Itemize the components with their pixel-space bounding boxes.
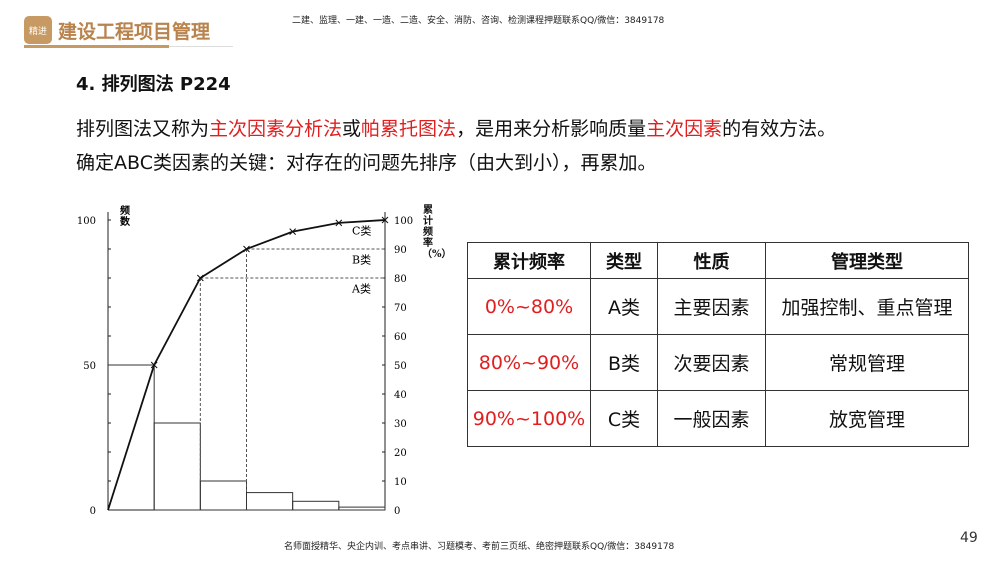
left-axis-label: 频 <box>120 204 130 217</box>
cell: 常规管理 <box>765 334 969 391</box>
bar <box>246 492 294 511</box>
left-axis-label: 数 <box>120 215 131 228</box>
cell: 放宽管理 <box>765 390 969 447</box>
right-tick-label: 30 <box>394 419 407 430</box>
table-row: 90%~100% C类 一般因素 放宽管理 <box>467 390 969 447</box>
logo: 精进 <box>24 16 52 44</box>
footer-note: 名师面授精华、央企内训、考点串讲、习题模考、考前三页纸、绝密押题联系QQ/微信：… <box>284 542 675 552</box>
right-tick-label: 100 <box>394 216 413 227</box>
zone-label: A类 <box>351 282 371 296</box>
cumulative-point <box>196 274 204 282</box>
right-tick-label: 10 <box>394 477 407 488</box>
brand-title: 建设工程项目管理 <box>58 21 211 43</box>
right-tick-label: 90 <box>394 245 407 256</box>
cell: 主要因素 <box>657 278 766 335</box>
table-row: 80%~90% B类 次要因素 常规管理 <box>467 334 969 391</box>
paragraph-1: 排列图法又称为主次因素分析法或帕累托图法，是用来分析影响质量主次因素的有效方法。 <box>76 114 836 141</box>
right-tick-label: 50 <box>394 361 407 372</box>
right-tick-label: 0 <box>394 506 400 517</box>
section-title: 4. 排列图法 P224 <box>76 74 231 95</box>
cumulative-point <box>289 228 297 235</box>
cell: A类 <box>590 278 658 335</box>
bar <box>199 480 247 511</box>
right-tick-label: 70 <box>394 303 407 314</box>
right-tick-label: 60 <box>394 332 407 343</box>
cell: 次要因素 <box>657 334 766 391</box>
header-cell: 累计频率 <box>467 242 591 279</box>
cumulative-point <box>381 216 389 224</box>
header-note: 二建、监理、一建、一造、二造、安全、消防、咨询、检测课程押题联系QQ/微信：38… <box>292 16 665 26</box>
bar <box>153 422 201 511</box>
header-cell: 性质 <box>657 242 766 279</box>
cumulative-point <box>243 245 250 253</box>
right-tick-label: 20 <box>394 448 407 459</box>
cell: B类 <box>590 334 658 391</box>
cell: 一般因素 <box>657 390 766 447</box>
highlight: 帕累托图法 <box>361 118 457 140</box>
bar <box>292 500 340 511</box>
cumulative-point <box>150 361 158 369</box>
cell: C类 <box>590 390 658 447</box>
header-cell: 管理类型 <box>765 242 969 279</box>
left-tick-label: 100 <box>77 216 96 227</box>
zone-label: C类 <box>352 224 371 238</box>
brand-underline <box>24 45 169 48</box>
bar <box>338 506 386 511</box>
table-header-row: 累计频率 类型 性质 管理类型 <box>467 242 969 279</box>
right-axis-label: 累计频率（%） <box>422 205 452 260</box>
text: ，是用来分析影响质量 <box>456 118 647 140</box>
text: 排列图法又称为 <box>76 118 210 140</box>
zone-label: B类 <box>352 253 371 267</box>
cumulative-point <box>335 219 343 227</box>
right-tick-label: 80 <box>394 274 407 285</box>
highlight: 主次因素 <box>646 118 723 140</box>
left-tick-label: 50 <box>83 361 96 372</box>
cell: 90%~100% <box>467 390 591 447</box>
brand-underline-thin <box>169 46 233 47</box>
abc-table: 累计频率 类型 性质 管理类型 0%~80% A类 主要因素 加强控制、重点管理… <box>467 242 969 447</box>
left-tick-label: 0 <box>90 506 96 517</box>
page-number: 49 <box>960 530 978 546</box>
table-row: 0%~80% A类 主要因素 加强控制、重点管理 <box>467 278 969 335</box>
header-cell: 类型 <box>590 242 658 279</box>
paragraph-2: 确定ABC类因素的关键：对存在的问题先排序（由大到小），再累加。 <box>76 152 657 174</box>
cell: 0%~80% <box>467 278 591 335</box>
text: 或 <box>342 118 362 140</box>
right-tick-label: 40 <box>394 390 407 401</box>
highlight: 主次因素分析法 <box>209 118 343 140</box>
pareto-chart: 0 50 100 0 10 20 30 40 50 60 70 80 90 100 频数 A类 B类 C类 <box>77 204 413 517</box>
cell: 80%~90% <box>467 334 591 391</box>
text: 的有效方法。 <box>722 118 837 140</box>
cell: 加强控制、重点管理 <box>765 278 969 335</box>
